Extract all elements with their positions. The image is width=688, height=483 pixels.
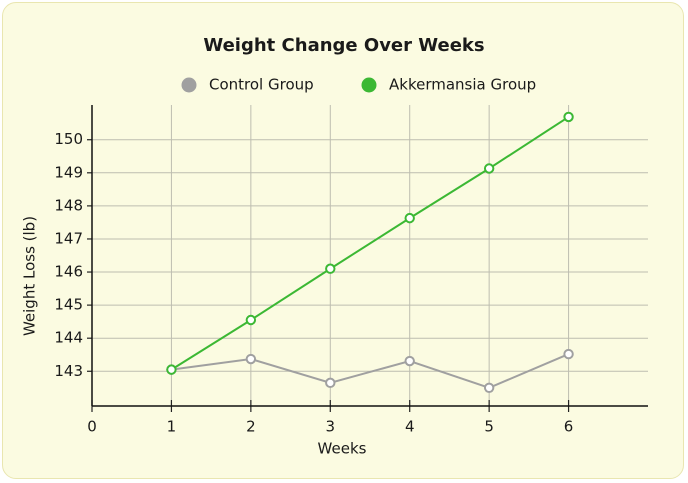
y-tick-label: 146 [54, 263, 83, 281]
data-point [483, 163, 495, 174]
series-line [170, 116, 570, 371]
y-tick-label: 149 [54, 163, 83, 181]
legend-label: Control Group [209, 76, 314, 94]
y-tick-label: 145 [54, 296, 83, 314]
data-point [325, 263, 336, 274]
y-axis-label: Weight Loss (lb) [21, 216, 39, 336]
data-point [563, 348, 574, 360]
y-tick-label: 150 [54, 130, 83, 148]
data-point [404, 355, 415, 367]
data-point [245, 353, 257, 365]
chart-title: Weight Change Over Weeks [203, 35, 484, 56]
card [2, 2, 684, 479]
legend-marker [181, 77, 197, 93]
legend-label: Akkermansia Group [389, 76, 536, 94]
y-tick-label: 144 [54, 329, 83, 347]
y-tick-label: 147 [54, 229, 83, 247]
data-point [483, 382, 495, 394]
x-tick-label: 1 [167, 418, 177, 436]
y-tick-label: 143 [54, 362, 83, 380]
series-line [171, 353, 569, 389]
x-tick-label: 2 [246, 418, 256, 436]
y-tick-label: 148 [54, 196, 83, 214]
x-tick-label: 6 [564, 418, 574, 436]
legend-marker [361, 77, 377, 93]
data-point [325, 377, 336, 389]
data-point [245, 314, 257, 326]
data-point [563, 111, 574, 123]
data-point [404, 212, 415, 224]
x-axis-label: Weeks [318, 440, 367, 458]
x-tick-label: 4 [405, 418, 415, 436]
x-tick-label: 3 [326, 418, 336, 436]
x-tick-label: 0 [87, 418, 97, 436]
x-tick-label: 5 [484, 418, 494, 436]
data-point [166, 364, 177, 375]
